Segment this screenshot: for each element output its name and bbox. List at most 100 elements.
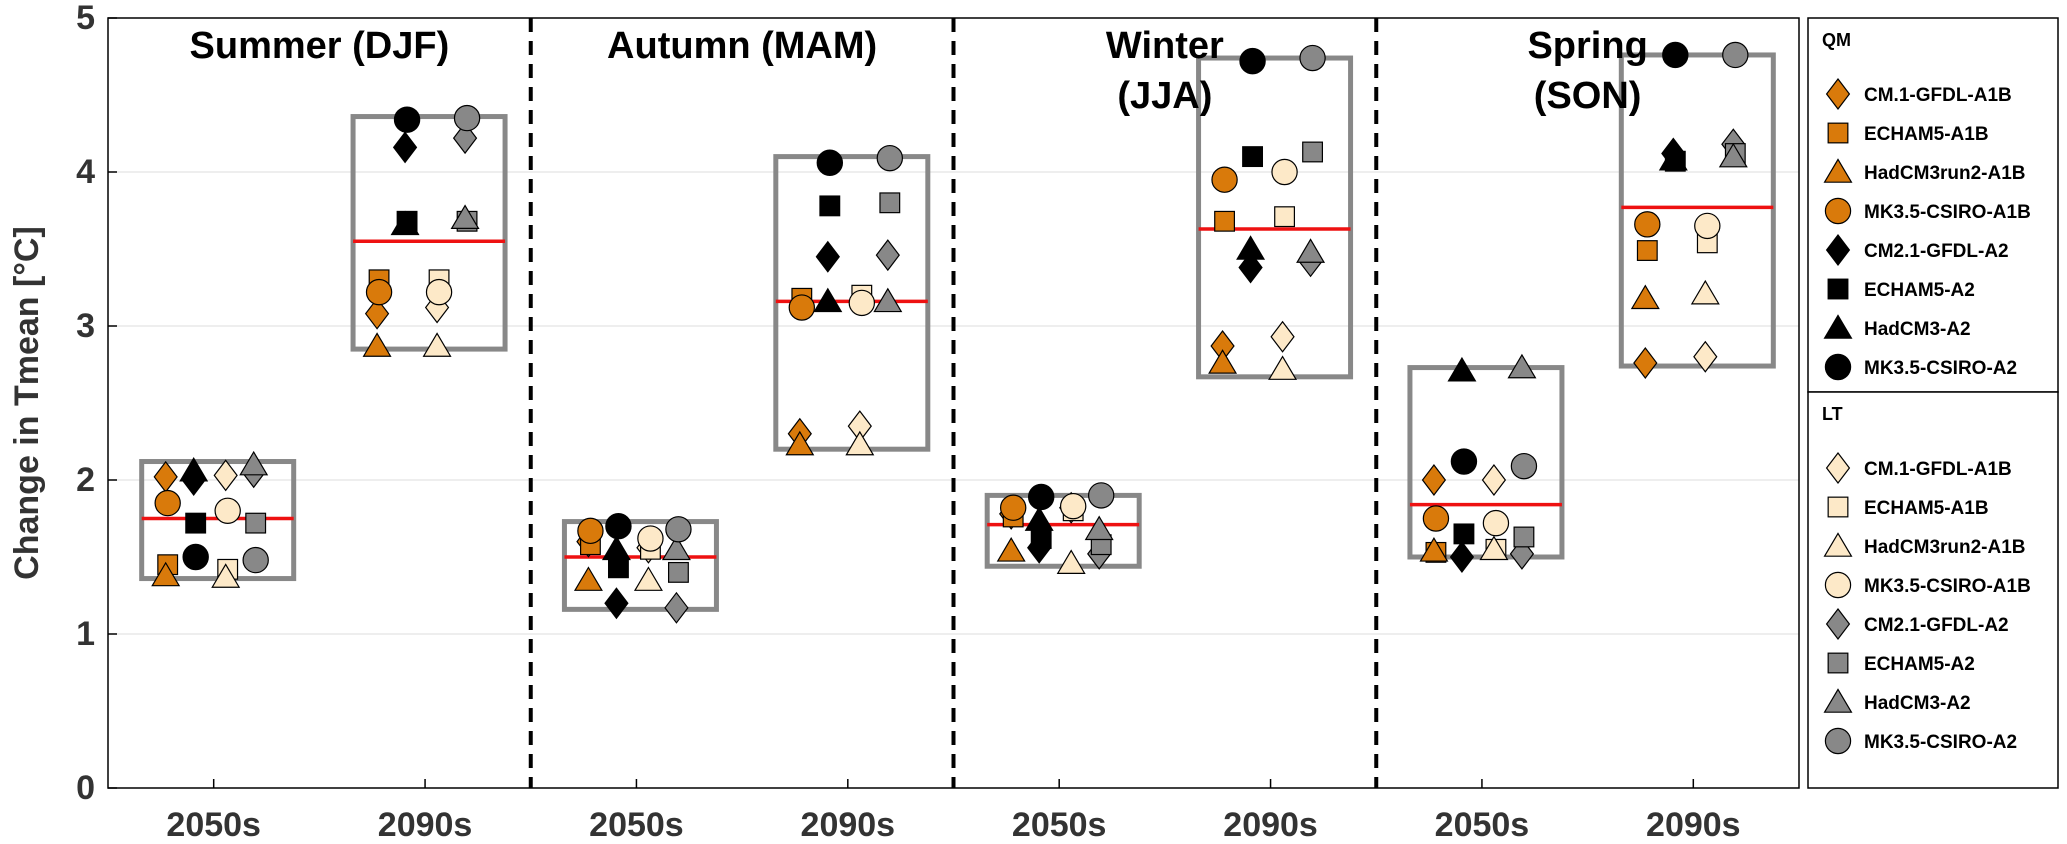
legend-marker: [1823, 314, 1853, 339]
y-tick-label: 4: [76, 153, 95, 191]
legend-marker: [1825, 452, 1851, 484]
marker-lt-mk3-5-csiro-a2: [453, 104, 481, 132]
legend-entry-label: MK3.5-CSIRO-A1B: [1864, 576, 2031, 597]
legend-entry-label: HadCM3-A2: [1864, 693, 1971, 714]
legend-marker: [1827, 278, 1849, 300]
marker-lt-mk3-5-csiro-a2: [665, 516, 692, 543]
marker-lt-hadcm3run2-a1b: [211, 563, 241, 588]
marker-qm-mk3-5-csiro-a2: [182, 543, 209, 571]
legend-entry-label: ECHAM5-A1B: [1864, 124, 1989, 145]
marker-qm-cm2-1-gfdl-a2: [1449, 541, 1475, 573]
marker-qm-cm-1-gfdl-a1b: [364, 297, 390, 330]
marker-qm-hadcm3-a2: [1658, 145, 1688, 171]
marker-lt-echam5-a2: [879, 192, 901, 214]
legend-entry-label: ECHAM5-A1B: [1864, 498, 1989, 519]
marker-lt-cm-1-gfdl-a1b: [1270, 320, 1295, 353]
marker-lt-mk3-5-csiro-a1b: [637, 525, 664, 552]
marker-qm-hadcm3run2-a1b: [996, 537, 1026, 562]
marker-qm-mk3-5-csiro-a2: [605, 513, 632, 540]
legend-marker: [1823, 532, 1853, 557]
marker-qm-cm2-1-gfdl-a2: [392, 131, 418, 164]
marker-lt-mk3-5-csiro-a2: [1299, 44, 1326, 72]
marker-qm-mk3-5-csiro-a1b: [1422, 505, 1450, 532]
marker-lt-echam5-a2: [667, 561, 689, 583]
legend-marker: [1824, 571, 1852, 599]
legend-entry-label: CM.1-GFDL-A1B: [1864, 85, 2012, 106]
y-axis-label: Change in Tmean [°C]: [8, 226, 46, 580]
legend-entry-label: ECHAM5-A2: [1864, 654, 1975, 675]
x-tick-label: 2090s: [378, 806, 473, 844]
marker-lt-mk3-5-csiro-a1b: [1271, 158, 1298, 186]
marker-lt-echam5-a2: [1302, 141, 1324, 163]
legend-entry-label: CM2.1-GFDL-A2: [1864, 615, 2009, 636]
x-tick-label: 2050s: [1012, 806, 1107, 844]
legend-entry-label: MK3.5-CSIRO-A2: [1864, 732, 2017, 753]
marker-qm-hadcm3-a2: [1024, 506, 1054, 531]
marker-qm-echam5-a2: [1030, 528, 1052, 549]
axis-ticks: 0 1 2 3 4 5 2050s 2090s 2050s 2090s 2050s 2090s 2050…: [76, 0, 1741, 844]
marker-lt-mk3-5-csiro-a1b: [425, 278, 453, 306]
y-tick-label: 1: [76, 615, 95, 653]
marker-qm-mk3-5-csiro-a1b: [1211, 166, 1238, 193]
marker-lt-mk3-5-csiro-a1b: [1059, 492, 1087, 520]
range-box: [561, 519, 719, 612]
marker-qm-mk3-5-csiro-a1b: [365, 278, 393, 306]
x-tick-label: 2050s: [589, 806, 684, 844]
marker-qm-mk3-5-csiro-a2: [816, 149, 844, 176]
marker-qm-hadcm3-a2: [390, 210, 420, 236]
plot-frame: [107, 17, 1800, 789]
y-tick-label: 2: [76, 461, 95, 499]
x-tick-label: 2090s: [801, 806, 896, 844]
marker-qm-hadcm3-a2: [179, 456, 209, 482]
x-tick-label: 2050s: [166, 806, 261, 844]
marker-qm-echam5-a2: [607, 557, 629, 579]
marker-lt-hadcm3run2-a1b: [1690, 279, 1720, 305]
marker-qm-cm-1-gfdl-a1b: [1421, 464, 1447, 496]
marker-lt-echam5-a2: [1513, 526, 1535, 548]
marker-qm-mk3-5-csiro-a1b: [154, 489, 181, 517]
marker-qm-echam5-a2: [185, 512, 207, 534]
marker-lt-hadcm3-a2: [661, 535, 691, 561]
legend-marker: [1823, 688, 1853, 713]
marker-qm-cm2-1-gfdl-a2: [1238, 251, 1263, 284]
marker-lt-cm2-1-gfdl-a2: [452, 122, 478, 155]
legend-marker: [1827, 496, 1849, 518]
data-markers: [151, 41, 1749, 624]
marker-qm-mk3-5-csiro-a1b: [1634, 211, 1661, 238]
marker-qm-hadcm3run2-a1b: [573, 566, 603, 591]
marker-lt-cm-1-gfdl-a1b: [1481, 464, 1507, 496]
marker-qm-echam5-a2: [1242, 146, 1264, 168]
marker-qm-hadcm3run2-a1b: [1208, 349, 1238, 374]
x-tick-label: 2090s: [1646, 806, 1741, 844]
legend-entry-label: ECHAM5-A2: [1864, 280, 1975, 301]
marker-lt-hadcm3run2-a1b: [1479, 535, 1509, 561]
marker-qm-hadcm3run2-a1b: [785, 430, 815, 456]
season-title: (JJA): [1117, 75, 1212, 117]
legend-entry-label: MK3.5-CSIRO-A2: [1864, 358, 2017, 379]
legend-marker: [1825, 234, 1851, 266]
marker-lt-mk3-5-csiro-a2: [1722, 41, 1749, 69]
legend-entry-label: CM.1-GFDL-A1B: [1864, 459, 2012, 480]
marker-qm-echam5-a2: [1453, 523, 1475, 545]
marker-qm-echam5-a1b: [1636, 240, 1658, 261]
marker-lt-mk3-5-csiro-a2: [242, 546, 269, 574]
legend-group-title: QM: [1822, 30, 1851, 50]
marker-lt-hadcm3run2-a1b: [845, 430, 875, 456]
x-tick-label: 2050s: [1435, 806, 1530, 844]
legend-marker: [1827, 122, 1849, 144]
marker-lt-mk3-5-csiro-a2: [1087, 482, 1115, 509]
marker-lt-cm2-1-gfdl-a2: [664, 591, 689, 624]
marker-lt-hadcm3-a2: [450, 204, 480, 229]
marker-qm-mk3-5-csiro-a2: [1027, 483, 1055, 511]
marker-lt-echam5-a1b: [1274, 206, 1296, 228]
marker-lt-hadcm3run2-a1b: [1268, 355, 1298, 380]
marker-lt-hadcm3-a2: [1507, 353, 1537, 379]
marker-qm-cm2-1-gfdl-a2: [815, 240, 840, 273]
marker-lt-hadcm3-a2: [1296, 238, 1326, 263]
marker-lt-hadcm3run2-a1b: [633, 566, 663, 591]
marker-lt-cm2-1-gfdl-a2: [875, 239, 900, 272]
legend-entry-label: HadCM3-A2: [1864, 319, 1971, 340]
marker-qm-cm-1-gfdl-a1b: [1633, 346, 1658, 379]
legend-group-title: LT: [1822, 404, 1843, 424]
season-title: Summer (DJF): [190, 25, 450, 67]
